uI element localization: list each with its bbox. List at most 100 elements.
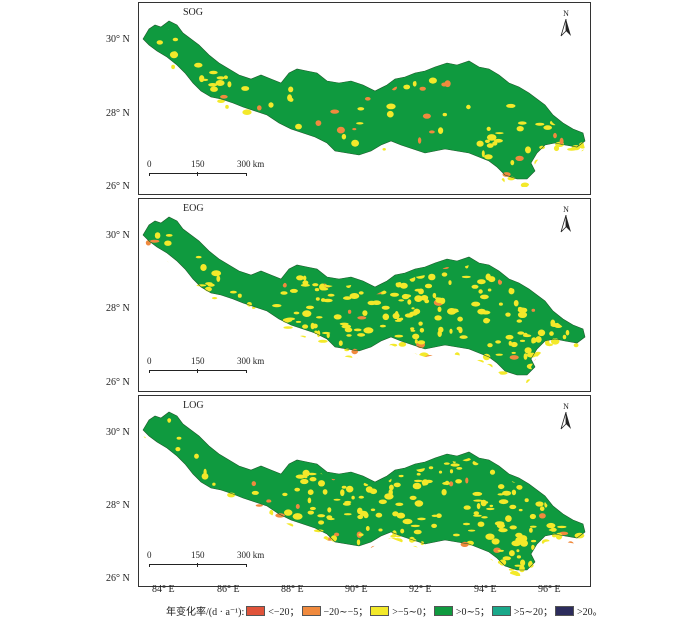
change-patch <box>525 146 531 154</box>
change-patch <box>330 535 337 542</box>
change-patch <box>281 55 288 62</box>
change-patch <box>257 418 266 423</box>
lon-label-84e: 84° E <box>152 584 175 595</box>
change-patch <box>544 461 550 466</box>
change-patch <box>501 52 512 57</box>
change-patch <box>294 487 300 492</box>
change-patch <box>351 495 355 500</box>
change-patch <box>439 442 448 449</box>
change-patch <box>251 337 260 344</box>
change-patch <box>578 292 583 297</box>
change-patch <box>213 46 218 54</box>
change-patch <box>357 316 367 320</box>
change-patch <box>496 246 505 252</box>
change-patch <box>529 527 533 533</box>
change-patch <box>153 291 158 297</box>
change-patch <box>424 561 432 568</box>
change-patch <box>539 506 545 511</box>
change-patch <box>505 245 511 250</box>
change-patch <box>539 551 549 558</box>
change-patch <box>457 446 462 453</box>
change-patch <box>497 237 503 241</box>
change-patch <box>320 249 324 252</box>
change-patch <box>221 307 226 312</box>
change-patch <box>444 382 452 383</box>
change-patch <box>390 292 399 297</box>
change-patch <box>218 227 222 232</box>
change-patch <box>523 353 528 360</box>
change-patch <box>279 526 288 530</box>
change-patch <box>370 508 376 512</box>
change-patch <box>375 431 384 438</box>
change-patch <box>350 570 357 576</box>
change-patch <box>221 149 226 154</box>
change-patch <box>556 442 565 447</box>
change-patch <box>433 216 439 220</box>
change-patch <box>538 478 547 481</box>
change-patch <box>582 347 585 354</box>
change-patch <box>211 419 221 426</box>
scale-label-0: 0 <box>147 550 152 560</box>
change-patch <box>418 321 423 326</box>
change-patch <box>452 533 460 537</box>
change-patch <box>575 497 580 502</box>
change-patch <box>527 234 536 238</box>
change-patch <box>318 339 328 343</box>
change-patch <box>214 177 218 182</box>
change-patch <box>332 418 338 424</box>
change-patch <box>560 554 569 561</box>
change-patch <box>496 437 506 443</box>
change-patch <box>259 541 270 547</box>
change-patch <box>212 418 218 423</box>
change-patch <box>313 351 319 357</box>
change-patch <box>498 484 505 490</box>
change-patch <box>489 383 492 385</box>
change-patch <box>307 472 317 476</box>
lat-label-26n: 26° N <box>106 181 130 192</box>
change-patch <box>286 353 297 360</box>
change-patch <box>352 385 360 388</box>
change-patch <box>510 160 515 166</box>
region-base <box>143 412 585 570</box>
change-patch <box>200 227 208 231</box>
change-patch <box>458 568 466 574</box>
change-patch <box>417 437 426 443</box>
change-patch <box>180 535 185 538</box>
change-patch <box>356 213 363 217</box>
change-patch <box>335 369 343 375</box>
change-patch <box>340 440 345 444</box>
change-patch <box>576 275 584 282</box>
change-patch <box>425 225 430 228</box>
change-patch <box>183 139 190 145</box>
change-patch <box>586 525 590 530</box>
change-patch <box>495 340 501 344</box>
change-patch <box>497 413 501 416</box>
change-patch <box>324 549 332 553</box>
change-patch <box>381 260 388 266</box>
change-patch <box>229 290 237 294</box>
change-patch <box>511 351 516 354</box>
change-patch <box>543 366 551 371</box>
change-patch <box>555 532 563 540</box>
change-patch <box>324 376 330 381</box>
change-patch <box>423 450 428 453</box>
change-patch <box>190 374 198 379</box>
change-patch <box>466 425 471 429</box>
change-patch <box>335 228 340 234</box>
change-patch <box>414 295 423 302</box>
change-patch <box>528 257 538 261</box>
change-patch <box>334 460 342 465</box>
change-patch <box>323 536 329 542</box>
change-patch <box>352 556 356 563</box>
north-arrow: N <box>556 9 576 37</box>
change-patch <box>454 352 460 359</box>
change-patch <box>176 436 182 440</box>
change-patch <box>410 562 418 568</box>
change-patch <box>477 279 486 285</box>
change-patch <box>502 490 512 496</box>
change-patch <box>399 554 409 558</box>
change-patch <box>315 120 322 126</box>
change-patch <box>412 482 422 490</box>
lon-label-88e: 88° E <box>281 584 304 595</box>
change-patch <box>424 479 433 484</box>
